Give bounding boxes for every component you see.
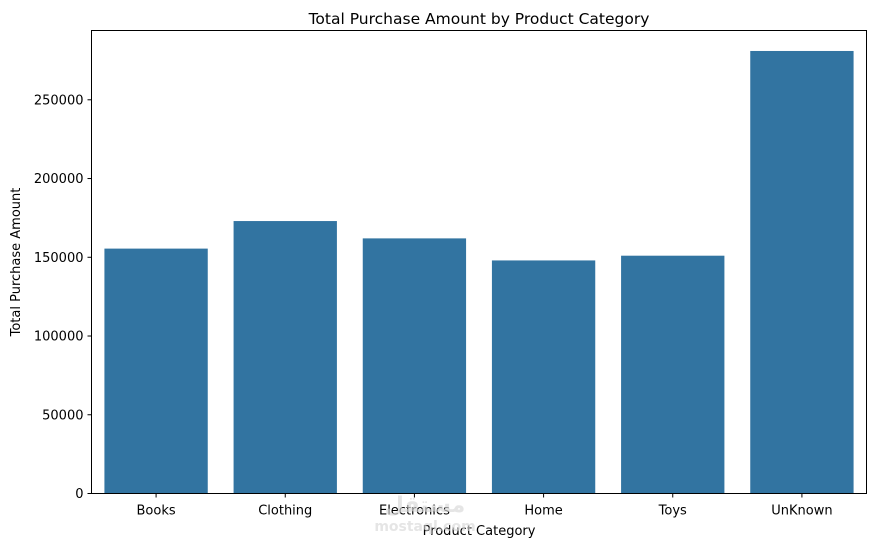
y-axis-title: Total Purchase Amount	[9, 188, 24, 338]
x-axis-ticks: Books Clothing Electronics Home Toys UnKnown	[137, 493, 833, 519]
chart-title: Total Purchase Amount by Product Categor…	[308, 10, 650, 28]
y-axis-ticks: 0 50000 100000 150000 200000 250000	[34, 93, 92, 502]
x-tick-label: UnKnown	[771, 504, 832, 519]
bar-home	[491, 260, 596, 494]
x-tick-label: Clothing	[258, 504, 312, 519]
bar-toys	[621, 255, 725, 494]
y-tick-label: 0	[75, 487, 83, 502]
watermark-logo: مستقل	[385, 493, 465, 518]
y-tick-label: 50000	[42, 408, 83, 423]
watermark-url: mostaql.com	[374, 519, 475, 535]
y-tick-label: 250000	[34, 93, 84, 108]
x-axis-title: Product Category	[423, 524, 536, 539]
bar-electronics	[362, 238, 467, 494]
plot-frame	[91, 30, 867, 494]
bar-books	[104, 248, 208, 494]
x-tick-label: Books	[137, 504, 176, 519]
y-tick-label: 150000	[34, 251, 84, 266]
x-tick-label: Electronics	[379, 504, 450, 519]
bar-unknown	[750, 50, 854, 494]
y-tick-label: 200000	[34, 172, 84, 187]
bars-group	[104, 50, 854, 494]
watermark: مستقل mostaql.com	[374, 493, 475, 535]
x-tick-label: Home	[524, 504, 562, 519]
y-tick-label: 100000	[34, 330, 84, 345]
bar-clothing	[233, 221, 337, 494]
x-tick-label: Toys	[658, 504, 687, 519]
